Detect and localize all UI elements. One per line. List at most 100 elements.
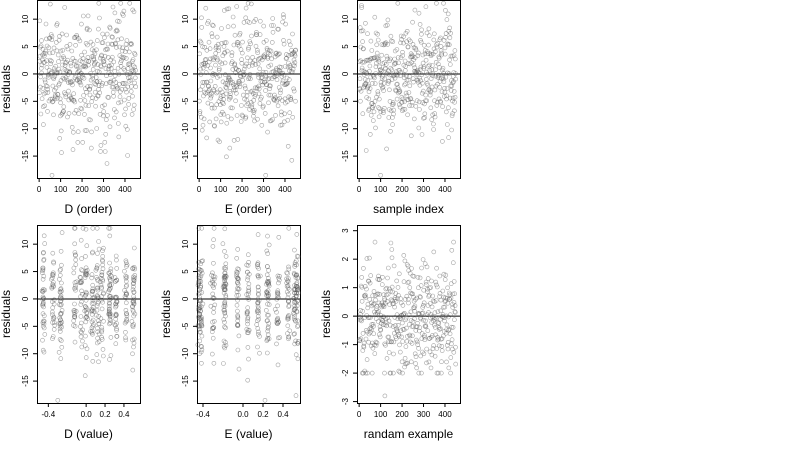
data-point [124, 89, 129, 95]
data-point [435, 309, 441, 315]
data-point [396, 368, 402, 374]
data-point [43, 90, 49, 96]
data-point [227, 76, 232, 81]
data-point [128, 89, 134, 94]
data-point [71, 265, 77, 271]
x-tick-label: 0.0 [237, 410, 249, 419]
data-point [277, 51, 282, 57]
data-point [395, 72, 400, 78]
data-point [72, 280, 78, 285]
data-point [229, 50, 235, 56]
data-point [421, 300, 427, 306]
data-point [222, 319, 227, 325]
data-point [67, 69, 73, 74]
data-point [60, 47, 66, 53]
data-point [196, 226, 202, 231]
data-point [446, 105, 451, 110]
data-point [421, 317, 426, 323]
x-tick-label: 400 [278, 185, 292, 194]
data-point [51, 297, 57, 303]
data-point [55, 52, 61, 58]
data-point [386, 318, 392, 324]
data-point [196, 274, 202, 279]
data-point [442, 45, 448, 51]
data-point [112, 69, 117, 74]
y-tick-label: 5 [21, 269, 30, 274]
data-point [221, 361, 226, 366]
data-point [58, 100, 63, 106]
data-point [50, 320, 55, 325]
data-point [90, 295, 96, 301]
data-point [99, 325, 105, 330]
data-point [127, 0, 132, 6]
data-point [243, 86, 248, 91]
data-point [95, 62, 101, 67]
data-point [58, 48, 64, 54]
x-tick-label: 200 [75, 185, 89, 194]
data-point [281, 72, 287, 78]
data-point [280, 12, 286, 17]
data-point [82, 49, 87, 55]
data-point [256, 91, 262, 97]
data-point [222, 285, 228, 291]
data-point [423, 57, 429, 63]
data-point [75, 129, 81, 134]
data-point [118, 99, 124, 105]
data-point [211, 310, 216, 315]
data-point [269, 40, 275, 45]
data-point [70, 56, 76, 61]
data-point [121, 13, 126, 18]
data-point [295, 318, 301, 324]
data-point [392, 304, 397, 310]
data-point [422, 101, 427, 107]
data-point [64, 44, 70, 49]
data-point [102, 53, 108, 59]
data-point [89, 275, 94, 281]
data-point [449, 83, 455, 89]
data-point [447, 292, 453, 298]
data-point [284, 289, 290, 295]
data-point [247, 72, 253, 77]
data-point [404, 262, 410, 267]
data-point [38, 111, 44, 117]
data-point [208, 56, 213, 62]
data-point [434, 346, 440, 351]
data-point [37, 90, 42, 95]
data-point [235, 42, 240, 47]
y-tick-label: 10 [21, 239, 30, 248]
data-point [292, 317, 298, 323]
data-point [431, 343, 436, 348]
data-point [126, 75, 131, 80]
data-point [407, 270, 413, 276]
data-point [99, 104, 105, 109]
data-point [118, 0, 123, 6]
data-point [95, 251, 100, 256]
data-point [283, 21, 288, 27]
data-point [268, 48, 274, 54]
data-point [253, 92, 258, 97]
data-point [57, 268, 63, 273]
data-point [388, 370, 394, 376]
data-point [101, 62, 107, 67]
data-point [419, 132, 425, 137]
data-point [37, 53, 43, 59]
data-point [112, 294, 118, 300]
data-point [234, 113, 240, 118]
data-point [291, 316, 297, 322]
data-point [71, 130, 76, 135]
data-point [89, 99, 94, 104]
data-point [443, 109, 449, 115]
data-point [224, 6, 230, 12]
data-point [200, 84, 205, 89]
data-point [237, 81, 242, 87]
y-axis-label: residuals [0, 290, 13, 338]
data-point [244, 310, 250, 316]
data-point [361, 72, 367, 77]
data-point [40, 276, 46, 282]
data-point [292, 247, 297, 253]
data-point [431, 31, 437, 37]
data-point [48, 61, 54, 67]
data-point [414, 339, 420, 345]
data-point [132, 245, 137, 251]
data-point [78, 98, 83, 103]
